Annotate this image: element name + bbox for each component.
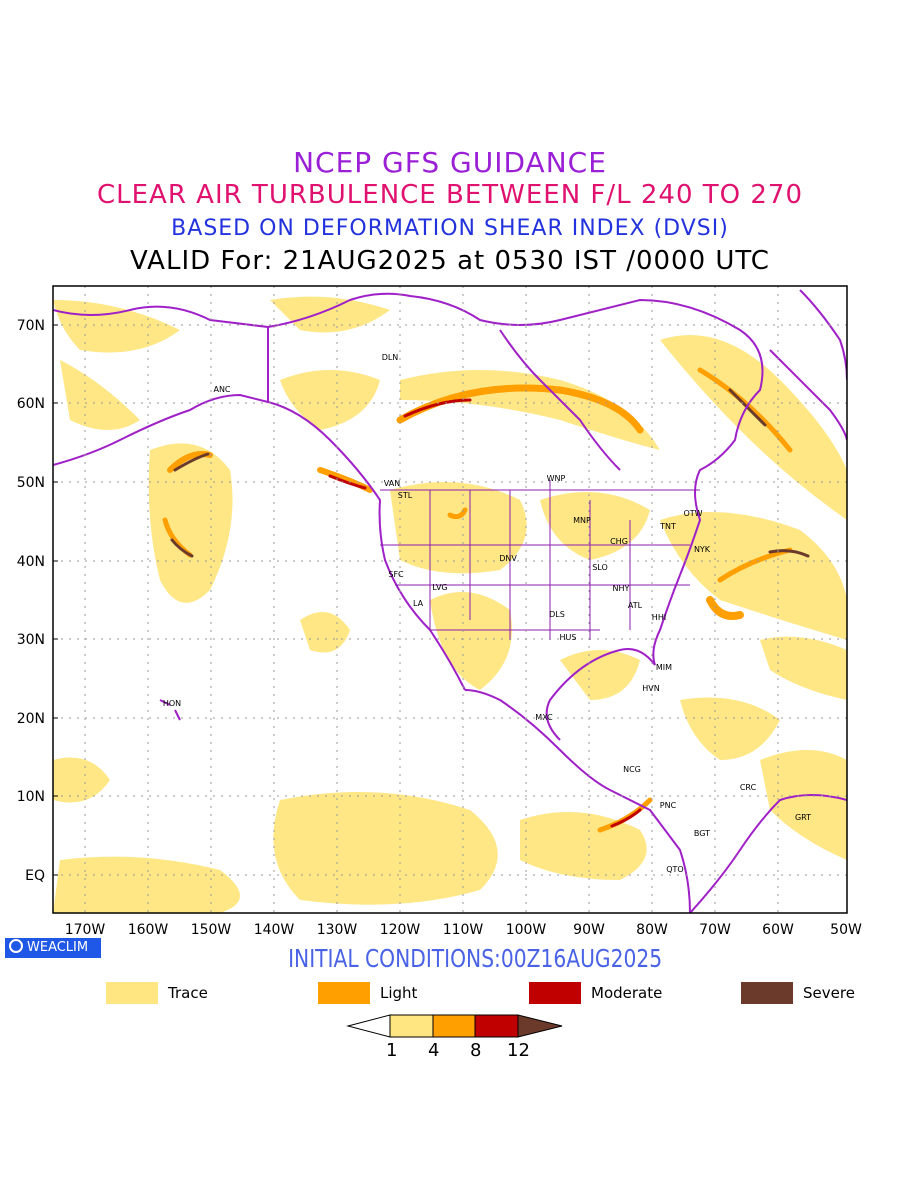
legend-label: Moderate xyxy=(591,984,663,1002)
city-label: MNP xyxy=(573,516,591,525)
city-label: HON xyxy=(163,699,181,708)
latitude-label: 70N xyxy=(17,318,45,334)
city-label: STL xyxy=(398,491,413,500)
weaclim-badge: WEACLIM xyxy=(5,938,101,958)
city-label: QTO xyxy=(666,865,683,874)
colorbar-segment-moderate xyxy=(474,1014,519,1038)
city-label: DLN xyxy=(382,353,399,362)
longitude-label: 80W xyxy=(636,922,668,938)
legend-severe: Severe xyxy=(741,982,855,1004)
legend-moderate: Moderate xyxy=(529,982,662,1004)
city-label: BGT xyxy=(694,829,710,838)
map-frame xyxy=(52,285,848,914)
latitude-label: 50N xyxy=(17,475,45,491)
longitude-label: 60W xyxy=(762,922,794,938)
city-label: OTW xyxy=(683,509,702,518)
city-label: NYK xyxy=(694,545,711,554)
valid-time: VALID For: 21AUG2025 at 0530 IST /0000 U… xyxy=(130,246,770,276)
city-label: HHI xyxy=(652,613,666,622)
colorbar-label: 8 xyxy=(470,1040,482,1061)
city-label: VAN xyxy=(384,479,400,488)
colorbar-low-arrow xyxy=(346,1014,391,1038)
city-label: DLS xyxy=(549,610,565,619)
city-label: DNV xyxy=(499,554,517,563)
city-label: MIM xyxy=(656,663,672,672)
longitude-label: 90W xyxy=(573,922,605,938)
city-label: HVN xyxy=(642,684,659,693)
city-label: LVG xyxy=(432,583,447,592)
longitude-label: 120W xyxy=(380,922,421,938)
colorbar-label: 12 xyxy=(507,1040,530,1061)
legend-swatch xyxy=(106,982,158,1004)
legend-swatch xyxy=(529,982,581,1004)
city-label: MXC xyxy=(535,713,553,722)
city-label: LA xyxy=(413,599,424,608)
city-label: NHY xyxy=(613,584,630,593)
city-label: ATL xyxy=(628,601,643,610)
city-label: WNP xyxy=(547,474,566,483)
city-label: PNC xyxy=(660,801,677,810)
colorbar xyxy=(346,1014,563,1038)
legend-light: Light xyxy=(318,982,417,1004)
legend-label: Severe xyxy=(803,984,855,1002)
graticule xyxy=(53,286,847,913)
colorbar-label: 1 xyxy=(386,1040,398,1061)
latitude-label: 20N xyxy=(17,711,45,727)
title-line-3: BASED ON DEFORMATION SHEAR INDEX (DVSI) xyxy=(171,216,729,241)
city-label: CHG xyxy=(610,537,628,546)
initial-conditions: INITIAL CONDITIONS:00Z16AUG2025 xyxy=(288,944,663,973)
legend-label: Light xyxy=(380,984,418,1002)
logo-icon xyxy=(9,939,23,953)
longitude-label: 160W xyxy=(128,922,169,938)
city-label: NCG xyxy=(623,765,641,774)
coastlines xyxy=(53,289,847,913)
longitude-label: 130W xyxy=(317,922,358,938)
colorbar-segment-light xyxy=(432,1014,476,1038)
longitude-label: 100W xyxy=(506,922,547,938)
title-line-1: NCEP GFS GUIDANCE xyxy=(293,146,607,179)
colorbar-high-arrow xyxy=(517,1014,563,1038)
city-label: SLO xyxy=(592,563,608,572)
colorbar-label: 4 xyxy=(428,1040,440,1061)
latitude-label: 40N xyxy=(17,554,45,570)
turbulence-field: DLN ANC VAN STL WNP MNP TNT OTW CHG NYK DNV SFC SLO L… xyxy=(53,286,847,913)
city-label: GRT xyxy=(795,813,811,822)
colorbar-segment-trace xyxy=(389,1014,434,1038)
latitude-label: 30N xyxy=(17,632,45,648)
state-borders xyxy=(380,480,700,640)
longitude-label: 70W xyxy=(699,922,731,938)
city-label: SFC xyxy=(388,570,404,579)
legend-swatch xyxy=(741,982,793,1004)
longitude-label: 170W xyxy=(65,922,106,938)
latitude-label: EQ xyxy=(25,868,45,884)
city-label: TNT xyxy=(659,522,676,531)
city-label: CRC xyxy=(740,783,757,792)
latitude-label: 60N xyxy=(17,396,45,412)
legend-label: Trace xyxy=(168,984,208,1002)
longitude-label: 110W xyxy=(443,922,484,938)
legend-swatch xyxy=(318,982,370,1004)
longitude-label: 150W xyxy=(191,922,232,938)
longitude-label: 50W xyxy=(830,922,862,938)
title-line-2: CLEAR AIR TURBULENCE BETWEEN F/L 240 TO … xyxy=(96,180,804,210)
city-label: HUS xyxy=(560,633,577,642)
legend-trace: Trace xyxy=(106,982,208,1004)
latitude-label: 10N xyxy=(17,789,45,805)
longitude-label: 140W xyxy=(254,922,295,938)
city-label: ANC xyxy=(213,385,230,394)
